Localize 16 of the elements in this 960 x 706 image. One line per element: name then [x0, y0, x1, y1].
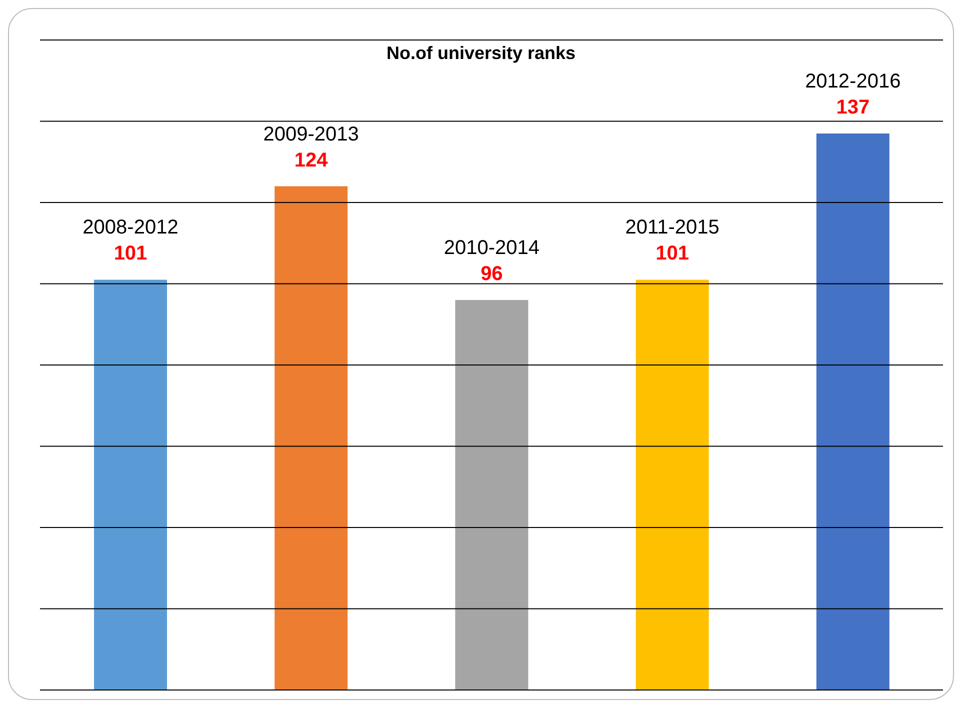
x-tick-label: 2011-2015: [625, 216, 720, 239]
bar: [636, 280, 709, 690]
x-tick-label: 2009-2013: [263, 123, 359, 146]
data-label: 101: [656, 242, 689, 265]
x-tick-label: 2012-2016: [805, 70, 901, 92]
bar: [816, 133, 890, 690]
bar: [274, 186, 348, 690]
bar: [455, 300, 528, 690]
data-label: 137: [836, 96, 870, 118]
chart-title: No.of university ranks: [385, 43, 577, 64]
x-tick-label: 2008-2012: [82, 216, 178, 239]
data-label: 101: [114, 242, 148, 265]
data-label: 124: [294, 149, 329, 172]
x-tick-label: 2010-2014: [444, 237, 540, 259]
data-label: 96: [480, 263, 503, 285]
bar: [94, 280, 167, 690]
